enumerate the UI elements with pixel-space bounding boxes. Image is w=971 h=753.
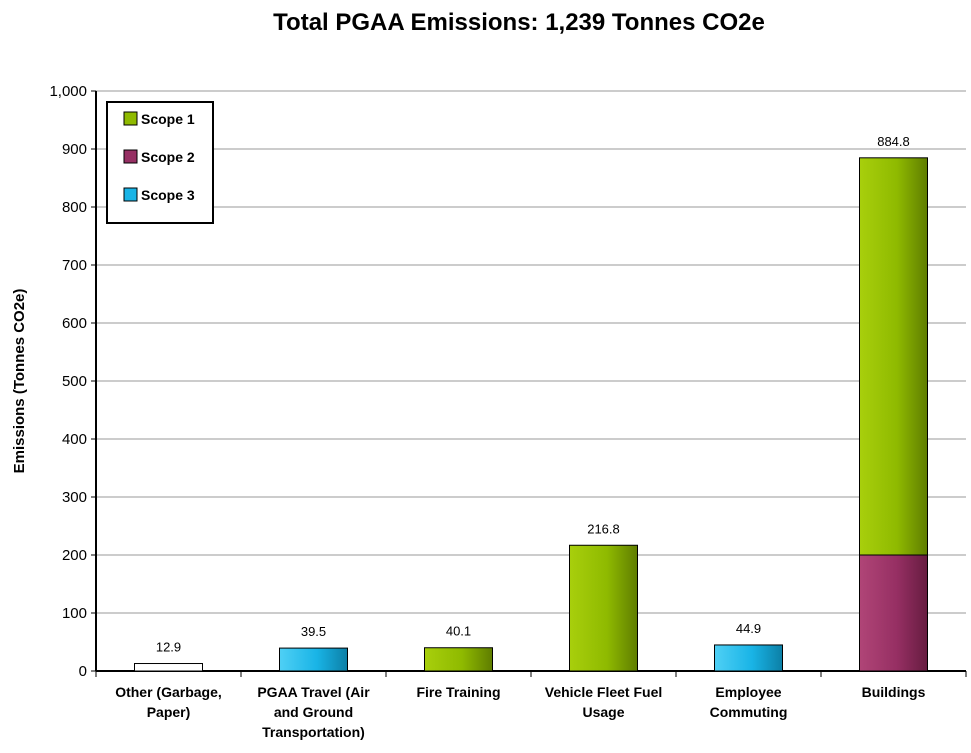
data-label: 40.1 [446, 624, 471, 639]
y-tick-label: 0 [79, 663, 87, 680]
legend-swatch-scope-3 [123, 187, 138, 202]
data-label: 884.8 [877, 134, 910, 149]
legend-swatch-scope-2 [123, 149, 138, 164]
data-label: 44.9 [736, 621, 761, 636]
x-category-label: PGAA Travel (Air and Ground Transportation… [257, 684, 370, 740]
data-label: 12.9 [156, 640, 181, 655]
data-label: 216.8 [587, 521, 620, 536]
y-tick-label: 600 [62, 315, 87, 332]
legend-label: Scope 3 [141, 187, 195, 203]
y-tick-label: 500 [62, 373, 87, 390]
y-tick-label: 200 [62, 547, 87, 564]
y-tick-label: 700 [62, 257, 87, 274]
bars [134, 157, 928, 672]
x-category-label: Vehicle Fleet Fuel Usage [545, 684, 663, 720]
x-category-label: Buildings [862, 684, 926, 700]
legend-label: Scope 1 [141, 111, 195, 127]
y-tick-label: 100 [62, 605, 87, 622]
x-axis-categories: Other (Garbage, Paper) PGAA Travel (Air and… [115, 684, 925, 740]
gridlines [96, 90, 966, 614]
bar-segment-scope-1 [569, 544, 638, 672]
legend-swatch-scope-1 [123, 111, 138, 126]
legend-label: Scope 2 [141, 149, 195, 165]
bar-segment-scope-1 [859, 157, 928, 556]
x-category-label: Fire Training [416, 684, 500, 700]
y-tick-label: 300 [62, 489, 87, 506]
y-tick-label: 1,000 [49, 83, 87, 100]
data-label: 39.5 [301, 624, 326, 639]
y-axis-ticks: 0 100 200 300 400 500 600 700 800 900 1,000 [49, 83, 967, 680]
legend: Scope 1 Scope 2 Scope 3 [106, 101, 214, 224]
y-axis-label: Emissions (Tonnes CO2e) [11, 289, 28, 474]
data-labels: 12.9 39.5 40.1 216.8 44.9 884.8 [156, 134, 910, 655]
bar-segment-scope-1 [424, 647, 493, 672]
bar-segment-scope-3 [279, 647, 348, 672]
x-category-label: Other (Garbage, Paper) [115, 684, 222, 720]
y-tick-label: 900 [62, 141, 87, 158]
y-tick-label: 400 [62, 431, 87, 448]
x-category-label: Employee Commuting [710, 684, 788, 720]
chart-title: Total PGAA Emissions: 1,239 Tonnes CO2e [273, 9, 765, 36]
bar-segment-scope-3 [714, 644, 783, 672]
y-tick-label: 800 [62, 199, 87, 216]
bar-segment-unassigned [134, 663, 203, 672]
bar-segment-scope-2 [859, 554, 928, 672]
